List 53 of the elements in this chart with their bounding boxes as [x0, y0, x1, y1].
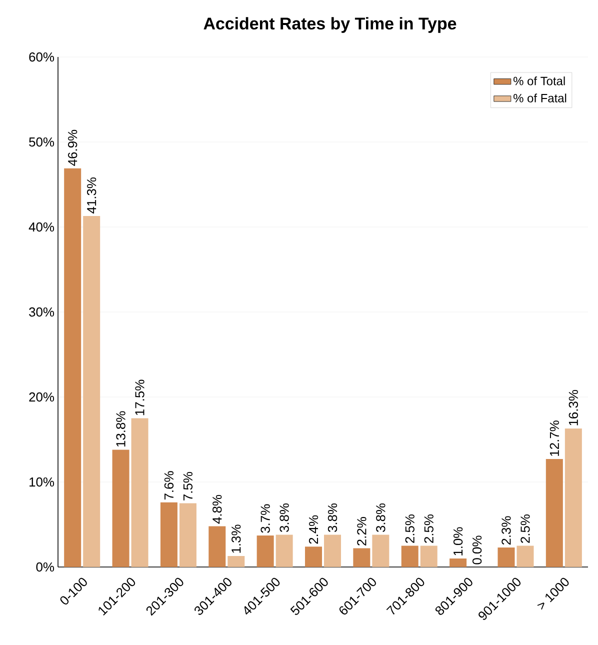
bar: [498, 547, 515, 567]
data-label: 2.2%: [357, 517, 366, 546]
chart-title: Accident Rates by Time in Type: [204, 17, 456, 33]
bar: [179, 503, 196, 567]
legend-label: % of Total: [514, 76, 565, 86]
bar: [353, 548, 370, 567]
bar: [64, 168, 82, 567]
data-label: 7.6%: [164, 471, 174, 500]
data-label: 1.0%: [453, 527, 463, 556]
y-tick-label: 60%: [29, 52, 54, 62]
data-label: 16.3%: [568, 390, 578, 426]
bar: [256, 536, 274, 567]
bar: [131, 418, 148, 567]
data-label: 2.5%: [424, 514, 434, 543]
data-label: 4.8%: [212, 494, 222, 524]
data-label: 2.3%: [502, 516, 511, 545]
bar: [228, 556, 245, 567]
bar: [276, 534, 293, 567]
bar: [324, 534, 342, 567]
data-label: 0.0%: [472, 536, 482, 564]
data-label: 7.5%: [183, 472, 193, 500]
data-label: 3.7%: [260, 504, 270, 533]
bar: [546, 459, 563, 567]
y-tick-label: 10%: [30, 477, 54, 487]
data-label: 2.5%: [405, 514, 414, 543]
data-label: 12.7%: [550, 420, 559, 456]
data-label: 13.8%: [116, 411, 126, 447]
data-label: 41.3%: [87, 177, 96, 214]
y-tick-label: 50%: [29, 137, 54, 147]
bar: [208, 526, 226, 567]
y-tick-label: 20%: [29, 392, 54, 402]
bar: [420, 546, 438, 567]
data-label: 3.8%: [376, 503, 386, 532]
legend-label: % of Fatal: [514, 94, 566, 102]
bar: [83, 216, 100, 567]
data-label: 3.8%: [280, 503, 289, 532]
bar: [516, 546, 534, 567]
y-tick-label: 40%: [28, 222, 54, 232]
data-label: 46.9%: [68, 130, 78, 166]
bar: [401, 546, 418, 567]
y-tick-label: 30%: [29, 307, 54, 317]
data-label: 3.8%: [328, 503, 338, 532]
data-label: 2.5%: [520, 514, 530, 543]
bar: [160, 502, 178, 567]
bar: [372, 534, 390, 567]
bar: [564, 428, 582, 567]
bar: [112, 450, 130, 567]
bar: [450, 558, 467, 567]
y-tick-label: 0%: [36, 562, 54, 572]
bar: [305, 546, 322, 567]
data-label: 2.4%: [308, 515, 318, 544]
data-label: 17.5%: [135, 380, 144, 416]
data-label: 1.3%: [232, 524, 241, 553]
